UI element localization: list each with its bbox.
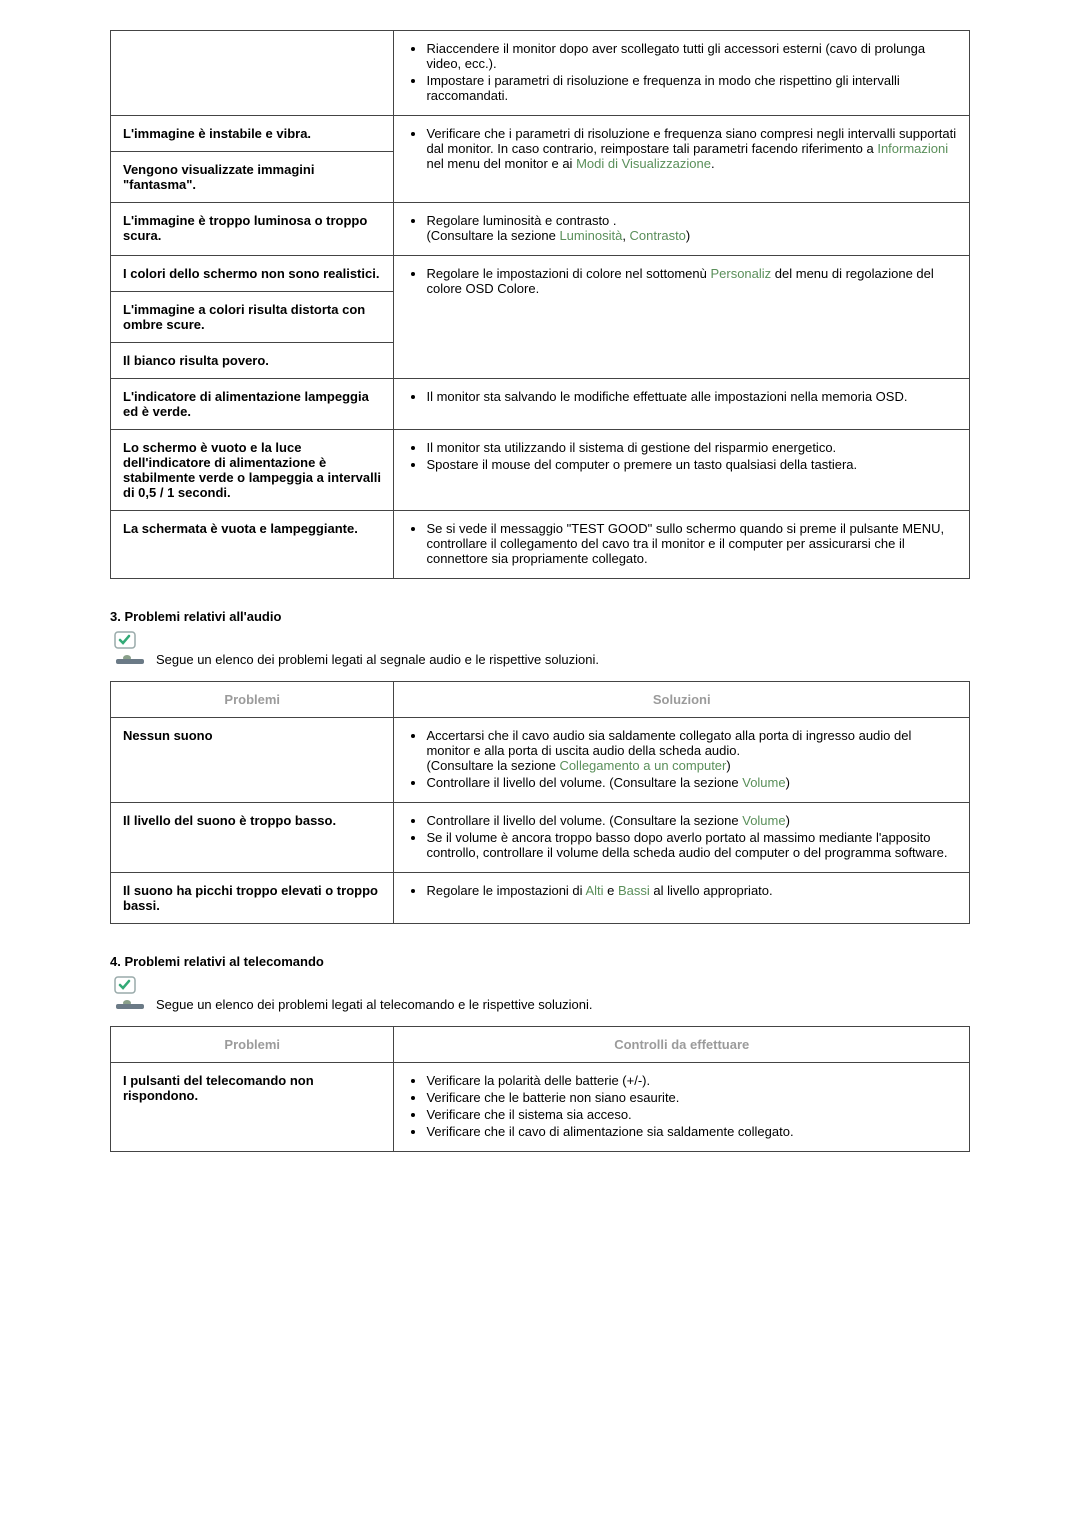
troubleshoot-table-audio: Problemi Soluzioni Nessun suono Accertars… xyxy=(110,681,970,924)
inline-link[interactable]: Collegamento a un computer xyxy=(559,758,726,773)
table-row-solution: Regolare le impostazioni di colore nel s… xyxy=(394,256,970,379)
table-row-solution: Regolare le impostazioni di Alti e Bassi… xyxy=(394,873,970,924)
table-row-problem: Il bianco risulta povero. xyxy=(111,343,394,379)
table-row-problem: I pulsanti del telecomando non rispondon… xyxy=(111,1063,394,1152)
table-row-solution: Il monitor sta salvando le modifiche eff… xyxy=(394,379,970,430)
table-header-solution: Controlli da effettuare xyxy=(394,1027,970,1063)
table-row-problem: Il suono ha picchi troppo elevati o trop… xyxy=(111,873,394,924)
solution-item: Impostare i parametri di risoluzione e f… xyxy=(426,73,957,103)
table-row-solution: Il monitor sta utilizzando il sistema di… xyxy=(394,430,970,511)
section4-intro-row: Segue un elenco dei problemi legati al t… xyxy=(110,975,970,1014)
inline-link[interactable]: Volume xyxy=(742,775,785,790)
table-row-problem: L'immagine a colori risulta distorta con… xyxy=(111,292,394,343)
inline-link[interactable]: Personaliz xyxy=(710,266,771,281)
table-row-problem: Nessun suono xyxy=(111,718,394,803)
table-row-problem xyxy=(111,31,394,116)
troubleshoot-table-remote: Problemi Controlli da effettuare I pulsa… xyxy=(110,1026,970,1152)
table-row-problem: Il livello del suono è troppo basso. xyxy=(111,803,394,873)
solution-item: Verificare che il cavo di alimentazione … xyxy=(426,1124,957,1139)
table-row-problem: L'immagine è troppo luminosa o troppo sc… xyxy=(111,203,394,256)
solution-item: Verificare la polarità delle batterie (+… xyxy=(426,1073,957,1088)
inline-link[interactable]: Bassi xyxy=(618,883,650,898)
table-row-problem: Vengono visualizzate immagini "fantasma"… xyxy=(111,152,394,203)
checklist-icon xyxy=(110,975,146,1014)
solution-item: Verificare che le batterie non siano esa… xyxy=(426,1090,957,1105)
solution-item: Il monitor sta salvando le modifiche eff… xyxy=(426,389,957,404)
table-row-solution: Controllare il livello del volume. (Cons… xyxy=(394,803,970,873)
section4-intro: Segue un elenco dei problemi legati al t… xyxy=(146,997,593,1014)
table-row-solution: Se si vede il messaggio "TEST GOOD" sull… xyxy=(394,511,970,579)
inline-link[interactable]: Informazioni xyxy=(877,141,948,156)
solution-item: Regolare le impostazioni di colore nel s… xyxy=(426,266,957,296)
section4-title: 4. Problemi relativi al telecomando xyxy=(110,954,970,969)
solution-item: Accertarsi che il cavo audio sia saldame… xyxy=(426,728,957,773)
table-row-solution: Regolare luminosità e contrasto .(Consul… xyxy=(394,203,970,256)
solution-item: Il monitor sta utilizzando il sistema di… xyxy=(426,440,957,455)
table-row-solution: Verificare che i parametri di risoluzion… xyxy=(394,116,970,203)
table-row-problem: L'indicatore di alimentazione lampeggia … xyxy=(111,379,394,430)
table-row-problem: I colori dello schermo non sono realisti… xyxy=(111,256,394,292)
table-row-solution: Riaccendere il monitor dopo aver scolleg… xyxy=(394,31,970,116)
table-header-problem: Problemi xyxy=(111,682,394,718)
inline-link[interactable]: Contrasto xyxy=(630,228,686,243)
solution-item: Controllare il livello del volume. (Cons… xyxy=(426,813,957,828)
inline-link[interactable]: Modi di Visualizzazione xyxy=(576,156,711,171)
troubleshoot-table-display: Riaccendere il monitor dopo aver scolleg… xyxy=(110,30,970,579)
inline-link[interactable]: Volume xyxy=(742,813,785,828)
section3-title: 3. Problemi relativi all'audio xyxy=(110,609,970,624)
table-row-solution: Accertarsi che il cavo audio sia saldame… xyxy=(394,718,970,803)
solution-item: Controllare il livello del volume. (Cons… xyxy=(426,775,957,790)
checklist-icon xyxy=(110,630,146,669)
table-header-solution: Soluzioni xyxy=(394,682,970,718)
solution-item: Riaccendere il monitor dopo aver scolleg… xyxy=(426,41,957,71)
solution-item: Regolare luminosità e contrasto .(Consul… xyxy=(426,213,957,243)
table-row-problem: Lo schermo è vuoto e la luce dell'indica… xyxy=(111,430,394,511)
table-row-problem: L'immagine è instabile e vibra. xyxy=(111,116,394,152)
solution-item: Spostare il mouse del computer o premere… xyxy=(426,457,957,472)
solution-item: Regolare le impostazioni di Alti e Bassi… xyxy=(426,883,957,898)
table-row-solution: Verificare la polarità delle batterie (+… xyxy=(394,1063,970,1152)
table-header-problem: Problemi xyxy=(111,1027,394,1063)
inline-link[interactable]: Alti xyxy=(585,883,603,898)
table-row-problem: La schermata è vuota e lampeggiante. xyxy=(111,511,394,579)
solution-item: Verificare che il sistema sia acceso. xyxy=(426,1107,957,1122)
section3-intro-row: Segue un elenco dei problemi legati al s… xyxy=(110,630,970,669)
inline-link[interactable]: Luminosità xyxy=(559,228,622,243)
solution-item: Verificare che i parametri di risoluzion… xyxy=(426,126,957,171)
solution-item: Se si vede il messaggio "TEST GOOD" sull… xyxy=(426,521,957,566)
solution-item: Se il volume è ancora troppo basso dopo … xyxy=(426,830,957,860)
section3-intro: Segue un elenco dei problemi legati al s… xyxy=(146,652,599,669)
